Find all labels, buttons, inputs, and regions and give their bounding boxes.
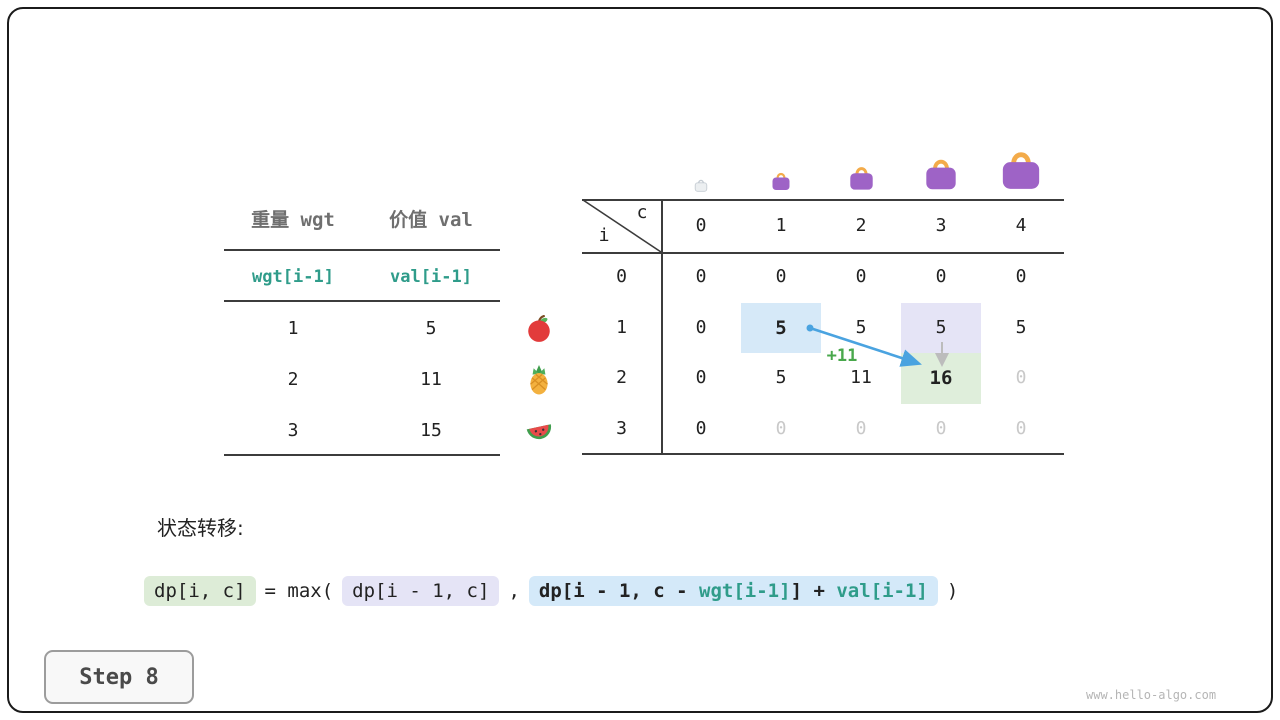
item1-value: 5 [425,318,437,339]
dp-table-bottom-border [582,453,1064,455]
item-row-3: 3 15 [224,416,500,446]
items-table-header-row: 重量 wgt 价值 val [224,205,500,235]
figure-card: 重量 wgt 价值 val wgt[i-1] val[i-1] 1 5 2 11… [7,7,1273,713]
dp-cell-2-0: 0 [695,367,707,388]
dp-cell-2-1: 5 [775,367,787,388]
row-header-2: 2 [616,367,627,388]
wgt-formula-label: wgt[i-1] [252,267,334,287]
items-table-bottom-border [224,454,500,456]
arg2-part1: dp[i - 1, c - [538,580,700,602]
dp-cell-3-2: 0 [855,417,867,439]
transition-section-label: 状态转移: [157,516,244,540]
col-header-4: 4 [1015,215,1027,236]
dp-cell-2-3-result-highlight: 16 [901,353,981,404]
item-row-1: 1 5 [224,314,500,344]
corner-col-label: c [636,202,648,223]
val-column-header: 价值 val [389,209,473,231]
pineapple-icon [525,365,553,395]
dp-cell-3-4: 0 [1015,417,1027,439]
dp-table-header-divider [582,252,1064,254]
empty-bag-icon [694,177,708,196]
item3-weight: 3 [287,420,299,441]
items-table-formula-row: wgt[i-1] val[i-1] [224,262,500,292]
formula-equals-max: = max( [264,580,334,602]
arg2-wgt-term: wgt[i-1] [699,580,791,602]
item2-weight: 2 [287,369,299,390]
row-header-1: 1 [616,316,627,338]
row-header-3: 3 [616,417,627,439]
dp-cell-3-3: 0 [935,417,947,439]
transition-formula: dp[i, c] = max( dp[i - 1, c] , dp[i - 1,… [144,574,958,608]
items-table-divider [224,300,500,302]
dp-table-vertical-divider [661,199,663,455]
step-badge: Step 8 [44,650,194,704]
dp-cell-3-0: 0 [695,417,707,439]
bag-capacity-2-icon [848,162,875,195]
dp-cell-3-1: 0 [775,417,787,439]
dp-cell-1-4: 5 [1015,316,1027,338]
watermark-url: www.hello-algo.com [1086,688,1217,702]
item2-value: 11 [420,369,442,390]
dp-cell-0-1: 0 [775,266,787,287]
dp-cell-2-2: 11 [850,367,872,388]
formula-arg1-chip: dp[i - 1, c] [342,576,500,606]
col-header-3: 3 [935,215,947,236]
dp-cell-0-4: 0 [1015,266,1027,287]
dp-cell-0-2: 0 [855,266,867,287]
apple-icon [525,315,553,343]
col-header-0: 0 [695,215,707,236]
dp-cell-1-0: 0 [695,316,707,338]
arg2-val-term: val[i-1] [836,580,928,602]
dp-cell-0-0: 0 [695,266,707,287]
corner-row-label: i [598,225,610,246]
dp-cell-2-4: 0 [1015,367,1027,388]
col-header-2: 2 [855,215,867,236]
item3-value: 15 [420,420,442,441]
item-row-2: 2 11 [224,365,500,395]
bag-capacity-3-icon [923,153,959,195]
bag-capacity-4-icon [999,144,1043,195]
wgt-column-header: 重量 wgt [251,209,335,231]
val-formula-label: val[i-1] [390,267,472,287]
formula-comma: , [508,580,520,602]
formula-lhs-chip: dp[i, c] [144,576,256,606]
arrow-value-label: +11 [826,346,858,366]
formula-close-paren: ) [946,580,959,602]
items-table-divider [224,249,500,251]
dp-cell-1-3-above-highlight: 5 [901,302,981,353]
dp-table-top-border [582,199,1064,201]
item1-weight: 1 [287,318,299,339]
items-table: 重量 wgt 价值 val wgt[i-1] val[i-1] 1 5 2 11… [224,205,500,457]
col-header-1: 1 [775,215,787,236]
arg2-part3: ] + [790,580,837,602]
dp-table: i c 0 1 2 3 4 0 1 2 3 0 0 0 0 0 0 5 5 5 … [582,139,1064,459]
dp-cell-0-3: 0 [935,266,947,287]
watermelon-icon [524,417,552,445]
bag-capacity-1-icon [771,169,791,195]
formula-arg2-chip: dp[i - 1, c - wgt[i-1]] + val[i-1] [528,576,938,606]
row-header-0: 0 [616,266,627,287]
